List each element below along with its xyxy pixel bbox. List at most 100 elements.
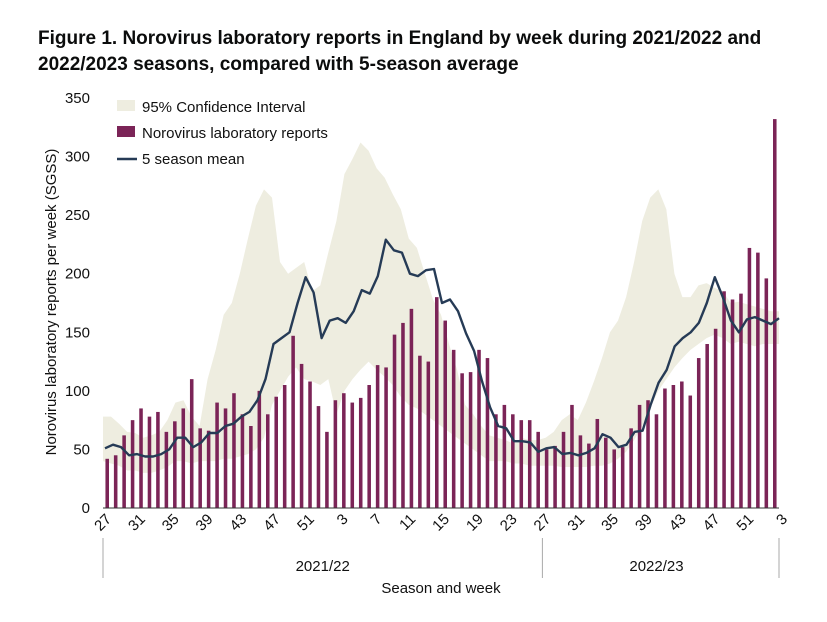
bar-week-50 <box>527 420 532 508</box>
bar-week-46 <box>494 414 498 508</box>
bar-week-69 <box>688 395 693 508</box>
bar-week-16 <box>240 414 245 508</box>
bar-week-33 <box>384 367 388 508</box>
confidence-interval-layer <box>103 142 779 473</box>
bar-week-59 <box>604 437 608 508</box>
bar-week-47 <box>502 404 507 508</box>
x-tick-label-5: 47 <box>260 511 284 535</box>
bar-week-76 <box>747 247 752 508</box>
x-tick-label-7: 3 <box>334 511 352 529</box>
bar-week-40 <box>443 320 447 508</box>
bar-week-9 <box>181 408 186 508</box>
legend-ci-swatch <box>117 100 135 111</box>
x-tick-label-12: 23 <box>497 511 521 535</box>
y-tick-label-100: 100 <box>65 383 90 400</box>
bar-week-2 <box>122 435 126 508</box>
bar-week-43 <box>468 372 473 508</box>
x-tick-label-15: 35 <box>598 511 622 535</box>
bar-week-73 <box>722 291 726 508</box>
x-tick-label-14: 31 <box>564 511 588 535</box>
figure-title: Figure 1. Norovirus laboratory reports i… <box>38 28 762 75</box>
bar-week-38 <box>426 361 431 508</box>
x-tick-label-1: 31 <box>125 511 149 535</box>
bar-week-49 <box>519 420 524 508</box>
legend: 95% Confidence Interval Norovirus labora… <box>117 99 328 168</box>
bar-week-67 <box>671 385 676 508</box>
bar-week-58 <box>595 418 600 508</box>
bar-week-79 <box>773 119 777 508</box>
bar-week-45 <box>485 358 490 508</box>
bar-week-23 <box>299 363 304 508</box>
five-season-mean-line <box>104 238 780 458</box>
y-tick-label-350: 350 <box>65 90 90 107</box>
bar-week-34 <box>392 334 397 508</box>
x-tick-label-18: 47 <box>700 511 724 535</box>
season-label-1: 2022/23 <box>629 558 683 575</box>
bar-week-11 <box>198 428 202 508</box>
bar-week-54 <box>561 431 566 508</box>
bar-week-55 <box>570 404 574 508</box>
bar-week-13 <box>215 402 219 508</box>
bar-week-70 <box>696 358 701 508</box>
bar-week-53 <box>553 445 557 508</box>
bar-week-3 <box>130 420 135 508</box>
x-tick-label-16: 39 <box>632 511 656 535</box>
y-tick-label-0: 0 <box>82 500 90 517</box>
bar-week-65 <box>654 414 659 508</box>
bar-week-37 <box>418 355 422 508</box>
bar-week-31 <box>367 385 371 508</box>
bar-week-8 <box>173 421 177 508</box>
bar-week-4 <box>139 408 143 508</box>
bar-week-28 <box>342 393 346 508</box>
x-tick-label-13: 27 <box>531 511 555 535</box>
y-tick-label-250: 250 <box>65 207 90 224</box>
bar-week-60 <box>612 449 616 508</box>
bar-week-42 <box>460 373 464 508</box>
x-tick-label-10: 15 <box>429 511 453 535</box>
legend-bar-swatch <box>117 126 135 137</box>
bar-week-14 <box>223 408 228 508</box>
bar-week-74 <box>730 299 735 508</box>
bar-week-48 <box>511 414 515 508</box>
bar-week-64 <box>646 400 650 508</box>
bar-week-32 <box>375 365 380 508</box>
bar-week-0 <box>105 458 109 508</box>
bar-week-35 <box>401 322 405 508</box>
bar-week-75 <box>739 293 743 508</box>
bar-week-5 <box>147 416 152 508</box>
bar-week-20 <box>274 396 278 508</box>
line-layer <box>104 238 780 458</box>
bar-week-15 <box>232 393 236 508</box>
bar-week-7 <box>164 431 169 508</box>
y-tick-label-150: 150 <box>65 324 90 341</box>
bar-week-26 <box>325 431 329 508</box>
x-tick-label-9: 11 <box>396 511 419 534</box>
bar-week-22 <box>291 335 295 508</box>
x-tick-label-19: 51 <box>733 511 757 535</box>
bar-week-27 <box>333 400 338 508</box>
bar-week-19 <box>266 414 270 508</box>
bar-week-56 <box>578 435 583 508</box>
bar-week-25 <box>316 406 321 508</box>
bar-week-52 <box>544 449 549 508</box>
bar-week-62 <box>629 428 633 508</box>
x-tick-label-17: 43 <box>666 511 690 535</box>
legend-ci-label: 95% Confidence Interval <box>142 99 305 116</box>
bar-week-12 <box>206 430 211 508</box>
y-tick-label-300: 300 <box>65 149 90 166</box>
bar-week-57 <box>587 443 591 508</box>
bar-week-72 <box>713 328 718 508</box>
legend-line-label: 5 season mean <box>142 151 245 168</box>
bar-week-77 <box>756 252 760 508</box>
bar-week-24 <box>308 381 312 508</box>
x-tick-label-0: 27 <box>91 511 115 535</box>
bar-week-41 <box>451 349 456 508</box>
x-tick-label-20: 3 <box>773 511 791 529</box>
x-tick-label-3: 39 <box>193 511 217 535</box>
y-axis-label: Norovirus laboratory reports per week (S… <box>43 149 60 456</box>
bar-week-78 <box>764 278 769 508</box>
bar-week-21 <box>282 385 287 508</box>
bar-week-66 <box>663 388 667 508</box>
x-tick-label-2: 35 <box>159 511 183 535</box>
